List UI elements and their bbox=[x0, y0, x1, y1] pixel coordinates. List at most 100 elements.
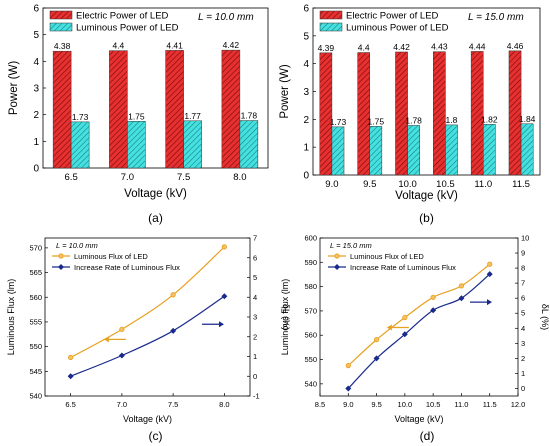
y2-tick-label: 1 bbox=[253, 352, 257, 361]
legend-swatch bbox=[49, 10, 73, 20]
bar-data-label: 4.42 bbox=[223, 40, 240, 50]
y2-tick-label: 6 bbox=[253, 253, 257, 262]
luminous-power-bar bbox=[369, 126, 383, 176]
y-tick-label: 600 bbox=[304, 234, 317, 243]
y-tick-label: 570 bbox=[29, 243, 42, 252]
y-axis-title: Power (W) bbox=[8, 61, 20, 115]
luminous-flux-line bbox=[70, 246, 225, 359]
x-tick-label: 9.0 bbox=[343, 400, 353, 409]
legend-label: Electric Power of LED bbox=[76, 11, 169, 22]
y-tick-label: 0 bbox=[303, 171, 309, 182]
electric-power-bar bbox=[52, 50, 72, 169]
bar-data-label: 1.78 bbox=[405, 115, 422, 125]
bar-data-label: 4.41 bbox=[166, 40, 183, 50]
electric-power-bar bbox=[357, 52, 371, 176]
luminous-flux-point bbox=[458, 283, 465, 289]
electric-power-bar bbox=[165, 50, 184, 169]
spacing-annotation: L = 10.0 mm bbox=[56, 241, 98, 250]
increase-rate-line bbox=[70, 295, 225, 377]
x-tick-label: 6.5 bbox=[65, 172, 78, 183]
spacing-annotation: L = 15.0 mm bbox=[330, 241, 372, 250]
luminous-flux-point bbox=[221, 244, 227, 250]
luminous-flux-point bbox=[487, 261, 493, 267]
panel-label: (c) bbox=[149, 429, 163, 443]
y2-tick-label: 3 bbox=[521, 339, 525, 348]
y2-tick-label: 7 bbox=[253, 234, 257, 243]
x-tick-label: 12.0 bbox=[511, 400, 526, 409]
y2-tick-label: 2 bbox=[253, 332, 257, 341]
y2-tick-label: 0 bbox=[253, 372, 257, 381]
y2-tick-label: 5 bbox=[253, 273, 257, 282]
y-tick-label: 550 bbox=[29, 342, 42, 351]
x-axis-title: Voltage (kV) bbox=[124, 188, 187, 200]
bar-chart-panel-b: 0 1 2 3 4 5 6 9.0 4.39 1.73 9.5 4.4 1.75 10.0 4.42 1.78… bbox=[279, 4, 541, 225]
x-tick-label: 7.5 bbox=[177, 172, 190, 183]
y2-tick-label: 4 bbox=[253, 293, 257, 302]
x-axis-title: Voltage (kV) bbox=[395, 190, 458, 202]
left-axis-arrowhead bbox=[103, 336, 109, 343]
electric-power-bar bbox=[508, 50, 522, 176]
spacing-annotation: L = 10.0 mm bbox=[198, 12, 254, 23]
legend-label: Increase Rate of Luminous Flux bbox=[350, 263, 456, 272]
bar-data-label: 4.4 bbox=[358, 43, 370, 53]
y2-axis-title: δL (%) bbox=[540, 304, 550, 330]
increase-rate-point bbox=[170, 327, 177, 334]
x-tick-label: 8.0 bbox=[219, 400, 229, 409]
x-tick-label: 7.0 bbox=[117, 400, 127, 409]
left-axis-arrowhead bbox=[386, 324, 392, 331]
y-tick-label: 570 bbox=[304, 306, 317, 315]
bar-data-label: 1.82 bbox=[481, 114, 498, 124]
y2-tick-label: 0 bbox=[521, 384, 525, 393]
panel-label: (a) bbox=[148, 211, 163, 225]
x-axis-title: Voltage (kV) bbox=[123, 414, 172, 424]
y-tick-label: 540 bbox=[304, 379, 317, 388]
electric-power-bar bbox=[470, 51, 484, 176]
y2-tick-label: 2 bbox=[521, 354, 525, 363]
y2-tick-label: 7 bbox=[521, 279, 525, 288]
y2-tick-label: 6 bbox=[521, 294, 525, 303]
right-axis-arrowhead bbox=[219, 321, 224, 328]
legend-swatch bbox=[49, 22, 73, 32]
increase-rate-point bbox=[221, 293, 228, 300]
y2-tick-label: 8 bbox=[521, 264, 525, 273]
electric-power-bar bbox=[433, 51, 446, 176]
y-tick-label: 545 bbox=[29, 367, 42, 376]
luminous-power-bar bbox=[445, 124, 458, 176]
bar-data-label: 1.73 bbox=[330, 117, 347, 127]
x-axis-title: Voltage (kV) bbox=[394, 414, 443, 424]
y-tick-label: 3 bbox=[303, 87, 309, 98]
legend-swatch bbox=[319, 22, 343, 32]
legend-label: Luminous Power of LED bbox=[76, 23, 179, 34]
x-tick-label: 10.0 bbox=[398, 400, 413, 409]
y-tick-label: 5 bbox=[33, 30, 39, 41]
y2-tick-label: 5 bbox=[521, 309, 525, 318]
x-tick-label: 11.0 bbox=[454, 400, 468, 409]
x-tick-label: 9.5 bbox=[363, 179, 376, 190]
y-tick-label: 2 bbox=[33, 110, 39, 121]
luminous-power-bar bbox=[483, 124, 496, 176]
legend-label: Luminous Flux of LED bbox=[74, 252, 148, 261]
y-tick-label: 3 bbox=[33, 84, 39, 95]
electric-power-bar bbox=[221, 49, 241, 169]
y-tick-label: 590 bbox=[304, 258, 317, 267]
y-tick-label: 560 bbox=[304, 331, 317, 340]
line-chart-panel-d: 8.5 9.0 9.5 10.0 10.5 11.0 11.5 12.054055056057… bbox=[280, 234, 550, 444]
legend-label: Luminous Power of LED bbox=[346, 23, 449, 34]
bar-data-label: 1.78 bbox=[241, 111, 258, 121]
y2-tick-label: 9 bbox=[521, 249, 525, 258]
bar-data-label: 1.8 bbox=[446, 115, 458, 125]
y-tick-label: 5 bbox=[303, 31, 309, 42]
x-tick-label: 6.5 bbox=[65, 400, 75, 409]
bar-data-label: 4.42 bbox=[393, 42, 410, 52]
luminous-power-bar bbox=[183, 120, 202, 169]
luminous-power-bar bbox=[70, 121, 90, 169]
luminous-flux-point bbox=[68, 354, 74, 361]
bar-data-label: 4.46 bbox=[507, 41, 524, 51]
legend-label: Increase Rate of Luminous Flux bbox=[74, 263, 180, 272]
x-tick-label: 10.0 bbox=[398, 179, 417, 190]
y-tick-label: 580 bbox=[304, 282, 317, 291]
bar-data-label: 1.75 bbox=[368, 116, 385, 126]
y-tick-label: 2 bbox=[303, 115, 309, 126]
bar-data-label: 4.44 bbox=[469, 41, 486, 51]
luminous-flux-line bbox=[347, 263, 491, 367]
